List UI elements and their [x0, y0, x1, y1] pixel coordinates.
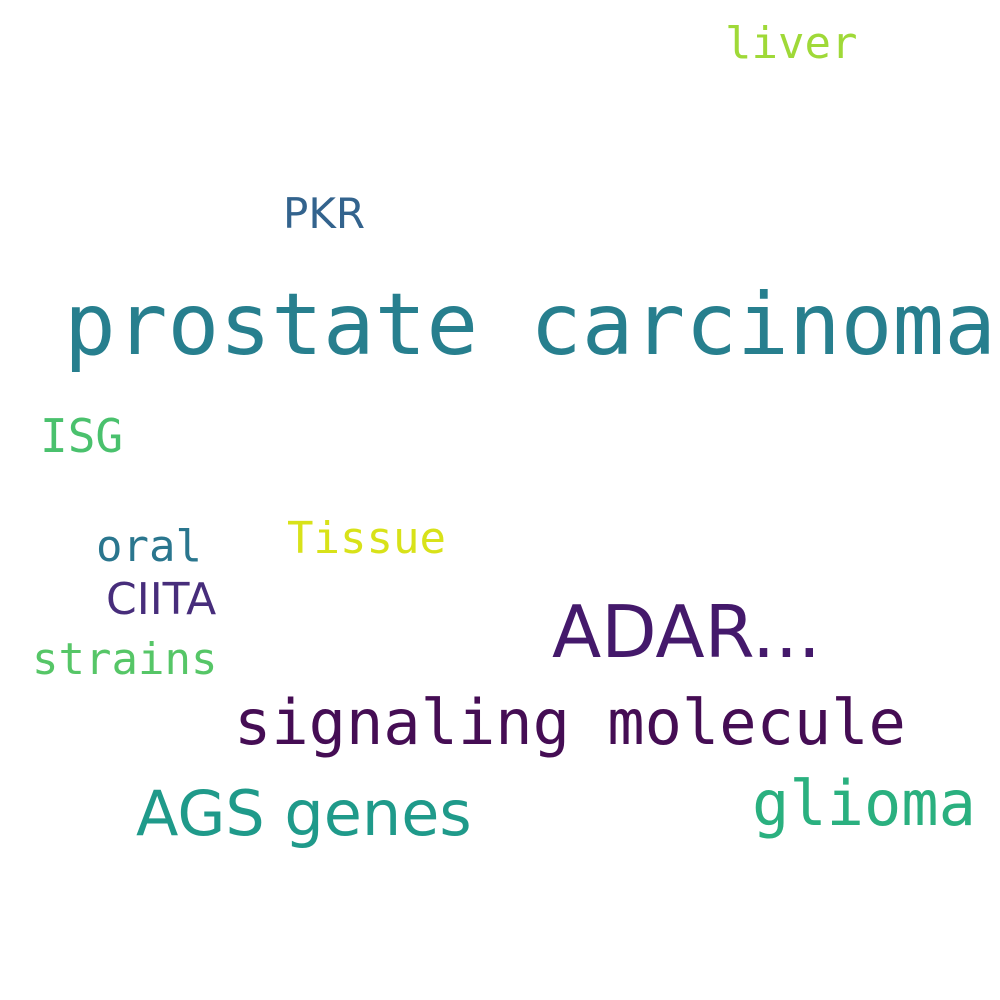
- word-ags-genes: AGS genes: [136, 777, 472, 850]
- word-strains: strains: [32, 634, 218, 685]
- word-isg: ISG: [40, 409, 124, 463]
- word-adar: ADAR...: [552, 590, 821, 674]
- word-ciita: CIITA: [106, 574, 217, 625]
- word-pkr: PKR: [283, 189, 366, 238]
- word-oral: oral: [96, 521, 202, 572]
- word-signaling-molecule: signaling molecule: [234, 686, 906, 759]
- word-glioma: glioma: [752, 767, 976, 840]
- word-liver: liver: [725, 18, 858, 69]
- word-tissue: Tissue: [287, 513, 446, 564]
- word-prostate-carcinoma: prostate carcinoma: [64, 275, 996, 375]
